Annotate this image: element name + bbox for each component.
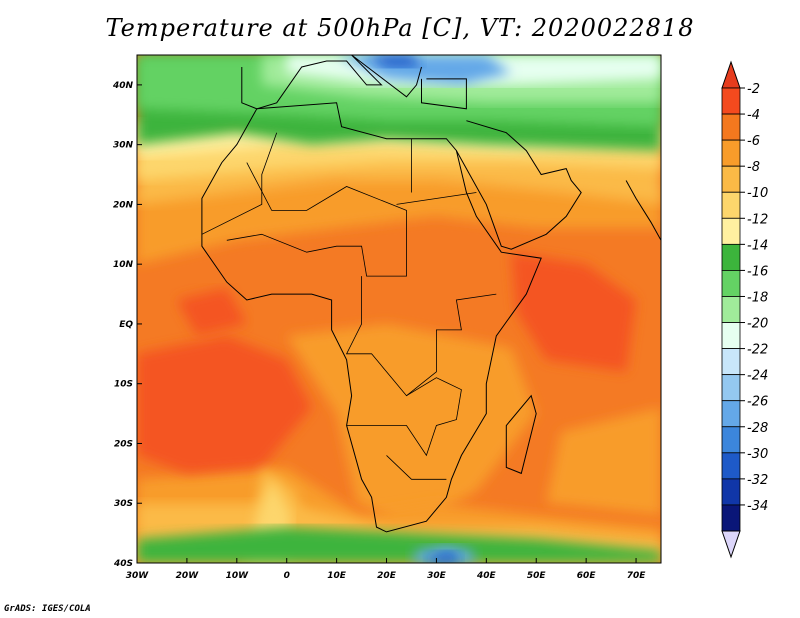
field-region-0	[137, 168, 661, 265]
field-region-19	[366, 55, 422, 67]
turkey-coast	[421, 78, 467, 110]
colorbar: -2 -4 -6 -8 -10 -12 -14 -16 -18 -20 -22 -24 -26 -28 -3…	[721, 60, 768, 559]
arabia-coast	[455, 120, 582, 250]
lon-label: 70E	[627, 571, 647, 581]
colorbar-label: -32	[747, 473, 768, 488]
grads-credit: GrADS: IGES/COLA	[4, 604, 91, 614]
colorbar-swatch	[721, 139, 741, 167]
colorbar-swatch	[721, 452, 741, 480]
lat-label: 30N	[113, 141, 134, 151]
europe-coast	[241, 55, 422, 110]
colorbar-bottom-arrow	[721, 530, 741, 559]
lon-label: 30W	[126, 571, 150, 581]
country-border-3	[345, 276, 497, 397]
colorbar-label: -14	[747, 238, 768, 253]
colorbar-label: -22	[747, 343, 768, 358]
country-border-5	[386, 455, 447, 480]
colorbar-swatch	[721, 296, 741, 323]
colorbar-label: -18	[747, 290, 768, 305]
colorbar-swatch	[721, 191, 741, 219]
colorbar-swatch	[721, 504, 741, 532]
colorbar-swatch	[721, 165, 741, 193]
colorbar-label: -34	[747, 499, 768, 514]
madagascar-coast	[505, 394, 537, 475]
colorbar-label: -16	[747, 264, 768, 279]
country-border-6	[201, 132, 278, 235]
colorbar-swatch	[721, 270, 741, 297]
colorbar-swatch	[721, 243, 741, 271]
colorbar-top-arrow	[721, 60, 741, 89]
colorbar-label: -20	[747, 317, 768, 332]
country-border-4	[346, 377, 462, 457]
colorbar-label: -30	[747, 447, 768, 462]
country-border-2	[396, 192, 477, 205]
lat-label: 40N	[112, 81, 134, 91]
colorbar-label: -6	[747, 134, 760, 149]
colorbar-swatch	[721, 478, 741, 506]
lat-label: 30S	[114, 499, 133, 509]
map-title: Temperature at 500hPa [C], VT: 202002281…	[105, 14, 695, 42]
temperature-field	[137, 55, 661, 563]
colorbar-label: -8	[747, 160, 760, 175]
africa-coast	[201, 102, 542, 533]
field-region-2	[546, 407, 661, 516]
lon-label: 50E	[527, 571, 547, 581]
lon-label: 20E	[377, 571, 397, 581]
coastlines	[201, 55, 661, 533]
field-region-4	[137, 335, 312, 474]
lat-label: 10S	[114, 380, 133, 390]
colorbar-swatch	[721, 322, 741, 349]
lat-label: 20S	[114, 439, 133, 449]
field-region-6	[176, 288, 247, 336]
colorbar-label: -4	[747, 108, 760, 123]
lon-label: 30E	[427, 571, 447, 581]
lon-label: 40E	[476, 571, 497, 581]
colorbar-swatch	[721, 426, 741, 454]
colorbar-swatch	[721, 400, 741, 428]
longitude-axis: 30W 20W 10W 0 10E 20E 30E 40E 50E 60E 70E	[126, 558, 646, 581]
colorbar-label: -24	[747, 369, 768, 384]
country-border-0	[226, 162, 407, 277]
colorbar-swatch	[721, 87, 741, 115]
colorbar-label: -12	[747, 212, 768, 227]
field-region-21	[426, 551, 462, 563]
colorbar-swatch	[721, 217, 741, 245]
lon-label: 10E	[327, 571, 347, 581]
lat-label: 10N	[113, 260, 134, 270]
colorbar-swatch	[721, 113, 741, 141]
lat-label: EQ	[119, 320, 133, 330]
colorbar-label: -2	[747, 82, 760, 97]
lat-label: 20N	[113, 200, 134, 210]
lon-label: 10W	[226, 571, 250, 581]
lon-label: 20W	[176, 571, 200, 581]
map-frame	[136, 54, 662, 564]
india-coast	[625, 180, 661, 241]
lat-label: 40S	[113, 559, 133, 569]
lon-label: 60E	[577, 571, 597, 581]
colorbar-label: -26	[747, 395, 768, 410]
field-region-5	[511, 252, 636, 372]
colorbar-label: -10	[747, 186, 768, 201]
colorbar-label: -28	[747, 421, 768, 436]
field-region-14	[137, 527, 661, 563]
latitude-axis: 40N 30N 20N 10N EQ 10S 20S 30S 40S	[112, 81, 142, 569]
colorbar-swatch	[721, 348, 741, 376]
lon-label: 0	[284, 571, 290, 581]
colorbar-swatch	[721, 374, 741, 402]
